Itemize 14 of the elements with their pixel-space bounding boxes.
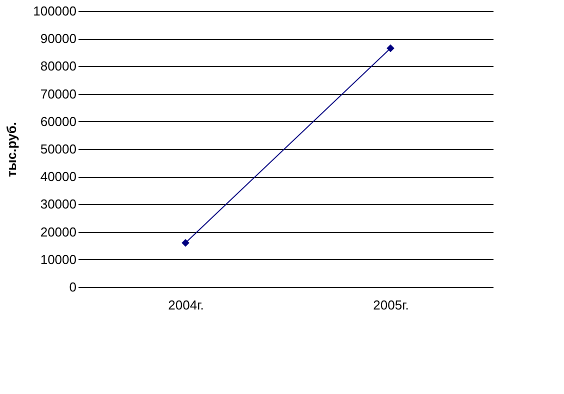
y-tick-label: 30000	[40, 196, 76, 212]
y-tick-label: 40000	[40, 169, 76, 184]
y-tick-label: 100000	[33, 4, 76, 18]
x-tick-label: 2005г.	[373, 298, 409, 312]
y-axis-title: тыс.руб.	[4, 122, 20, 177]
y-tick-label: 60000	[40, 114, 76, 129]
y-tick-label: 10000	[40, 252, 76, 267]
y-tick-label: 0	[69, 280, 76, 294]
y-tick-label: 50000	[40, 142, 76, 156]
y-tick-label: 20000	[40, 224, 76, 240]
y-tick-label: 70000	[40, 86, 76, 102]
y-tick-label: 80000	[40, 58, 76, 74]
x-tick-label: 2004г.	[168, 298, 204, 312]
y-tick-label: 90000	[40, 31, 76, 46]
